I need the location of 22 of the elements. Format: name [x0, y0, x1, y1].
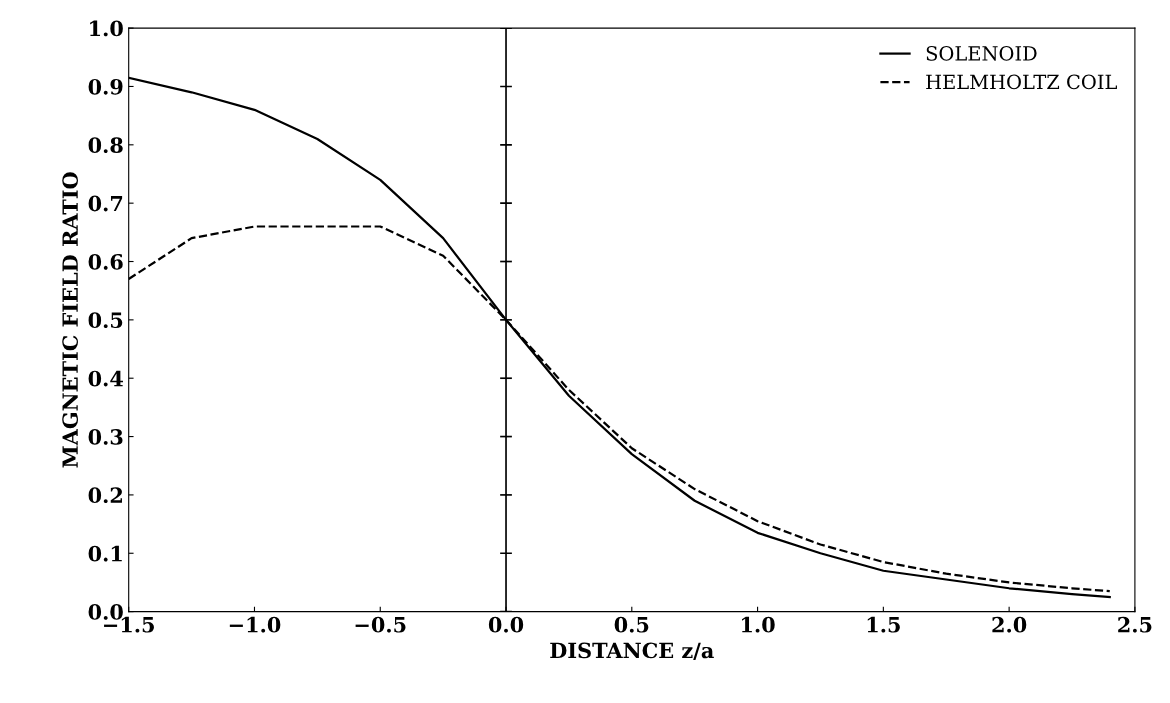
x-tick-label: −1.0 — [229, 616, 281, 633]
x-tick-label: 0.0 — [488, 616, 524, 633]
y-axis-title: MAGNETIC FIELD RATIO — [62, 172, 78, 468]
y-tick-label: 0.9 — [88, 78, 123, 95]
x-tick-label: 0.5 — [614, 616, 649, 633]
y-tick-label: 0.5 — [88, 312, 123, 329]
legend-label: HELMHOLTZ COIL — [926, 74, 1117, 90]
x-tick-label: 1.5 — [867, 616, 900, 633]
y-tick-label: 0.7 — [88, 195, 123, 212]
y-tick-label: 0.8 — [88, 137, 123, 154]
x-axis-title: DISTANCE z/a — [550, 642, 714, 660]
y-tick-label: 0.2 — [88, 487, 122, 504]
x-tick-label: 2.5 — [1118, 616, 1152, 633]
x-tick-label: 1.0 — [742, 616, 775, 633]
x-tick-label: −0.5 — [355, 616, 406, 633]
x-tick-label: 2.0 — [992, 616, 1027, 633]
y-tick-label: 0.1 — [88, 545, 122, 562]
y-tick-label: 0.3 — [88, 429, 123, 445]
y-tick-label: 0.6 — [88, 253, 123, 270]
legend-label: SOLENOID — [926, 45, 1037, 61]
y-tick-label: 0.4 — [88, 370, 123, 387]
y-tick-label: 1.0 — [90, 20, 123, 37]
